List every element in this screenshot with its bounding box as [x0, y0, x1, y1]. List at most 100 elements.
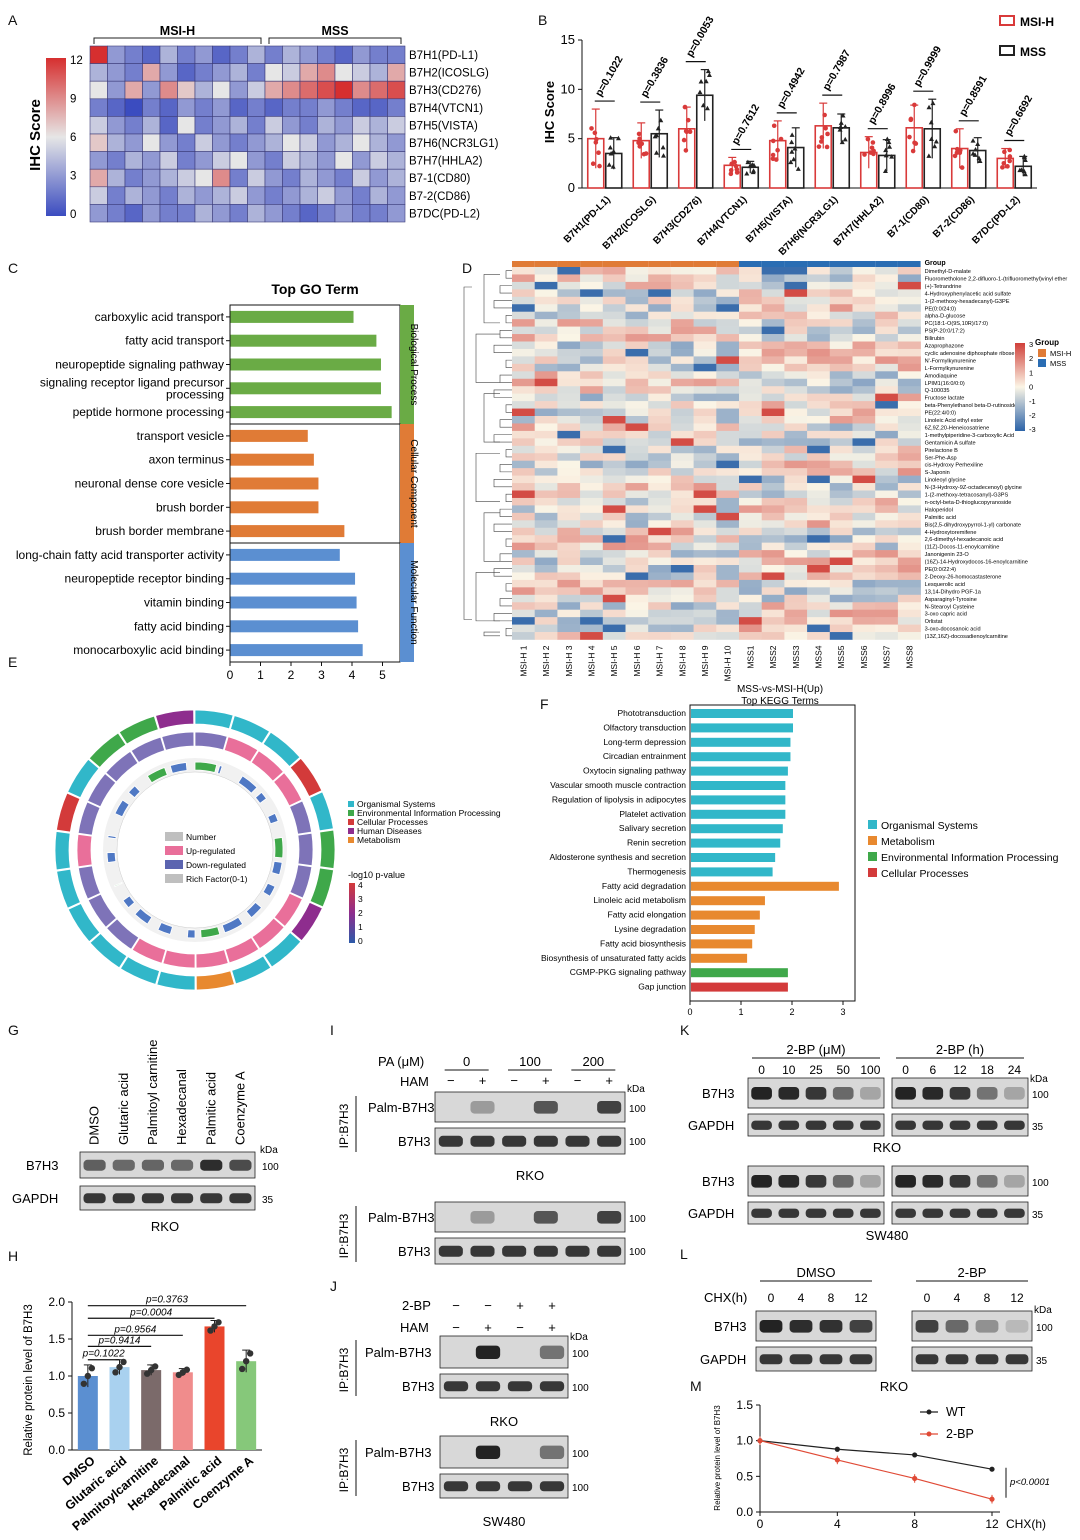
dendrogram-branch [499, 598, 512, 607]
heatmap-cell [142, 116, 161, 135]
group-annotation-cell [534, 261, 558, 267]
heatmap-cell [670, 378, 694, 387]
time-label: 4 [798, 1291, 805, 1305]
time-label: 0 [924, 1291, 931, 1305]
data-point [842, 124, 848, 129]
inner-legend-label: Down-regulated [186, 860, 246, 870]
heatmap-cell [670, 289, 694, 298]
data-point [959, 165, 965, 170]
bar [691, 824, 783, 834]
data-point [972, 152, 978, 157]
heatmap-cell [693, 512, 717, 521]
heatmap-cell [369, 186, 388, 205]
gapdh-band [975, 1354, 999, 1365]
heatmap-cell [739, 378, 762, 387]
heatmap-cell [602, 490, 626, 499]
heatmap-cell [693, 401, 717, 409]
heatmap-cell [807, 453, 831, 461]
heatmap-cell [807, 490, 831, 499]
heatmap-cell [716, 348, 740, 357]
heatmap-cell [852, 311, 876, 320]
data-point [728, 171, 734, 177]
heatmap-cell [580, 304, 604, 312]
treatment-label: 2-BP [402, 1298, 431, 1313]
heatmap-cell [693, 274, 717, 283]
heatmap-cell [852, 378, 876, 387]
heatmap-cell [693, 386, 717, 394]
category-ring-segment [67, 758, 100, 799]
heatmap-cell [124, 63, 143, 82]
heatmap-cell [124, 133, 143, 152]
dendrogram-branch [493, 479, 512, 488]
heatmap-cell [739, 423, 762, 432]
data-point [88, 1365, 96, 1372]
gapdh-band [789, 1354, 813, 1365]
heatmap-cell [107, 63, 126, 82]
heatmap-cell [625, 334, 649, 342]
heatmap-cell [557, 378, 581, 387]
series-line [759, 1440, 993, 1470]
heatmap-cell [534, 550, 558, 558]
heatmap-cell [670, 267, 694, 275]
b7h3-band [502, 1135, 527, 1147]
heatmap-cell [580, 274, 604, 283]
heatmap-cell [739, 535, 762, 543]
group-legend-swatch [1038, 359, 1046, 367]
heatmap-cell [648, 408, 672, 417]
heatmap-cell [352, 151, 371, 170]
heatmap-cell [369, 168, 388, 188]
heatmap-cell [761, 520, 785, 529]
heatmap-cell [512, 490, 535, 499]
heatmap-cell [89, 45, 108, 64]
row-label: GAPDH [688, 1206, 734, 1221]
heatmap-cell [512, 609, 535, 618]
heatmap-cell [299, 63, 318, 82]
heatmap-cell [761, 460, 785, 469]
data-point [661, 153, 667, 158]
heatmap-cell [875, 319, 899, 327]
heatmap-cell [716, 550, 740, 558]
data-point [928, 136, 934, 141]
group-legend-swatch [1038, 349, 1046, 357]
gapdh-band [945, 1354, 969, 1365]
heatmap-cell [512, 624, 535, 633]
heatmap-cell [648, 557, 672, 566]
data-point [908, 116, 914, 122]
heatmap-cell [534, 408, 558, 417]
blot-frame [439, 1335, 569, 1369]
heatmap-cell [807, 356, 831, 365]
heatmap-cell [512, 386, 535, 394]
heatmap-cell [534, 632, 558, 640]
data-point [791, 156, 797, 162]
x-tick-label: 5 [379, 668, 386, 680]
heatmap-cell [512, 617, 535, 625]
b7h3-band [565, 1245, 590, 1257]
data-point [597, 163, 602, 169]
blot-frame [755, 1310, 877, 1342]
heatmap-cell [282, 116, 301, 135]
heatmap-cell [670, 438, 694, 447]
b7h3-band [565, 1135, 590, 1147]
heatmap-cell [739, 579, 762, 588]
heatmap-cell [648, 587, 672, 596]
heatmap-cell [602, 572, 626, 581]
bar [691, 968, 788, 978]
pvalue-legend-title: -log10 p-value [348, 870, 405, 880]
category-legend-label: Organismal Systems [357, 799, 435, 809]
heatmap-cell [369, 63, 388, 82]
column-label: MSS2 [768, 645, 778, 668]
heatmap-cell [602, 460, 626, 469]
heatmap-cell [602, 527, 626, 536]
heatmap-cell [580, 468, 604, 476]
heatmap-cell [875, 483, 899, 491]
cell-line-label: SW480 [483, 1514, 526, 1529]
legend-label: Environmental Information Processing [881, 852, 1059, 864]
heatmap-cell [534, 602, 558, 610]
heatmap-cell [648, 348, 672, 357]
heatmap-cell [852, 289, 876, 298]
b7h3-band [539, 1481, 565, 1492]
heatmap-cell [89, 98, 108, 117]
heatmap-cell [693, 624, 717, 633]
heatmap-cell [761, 527, 785, 536]
